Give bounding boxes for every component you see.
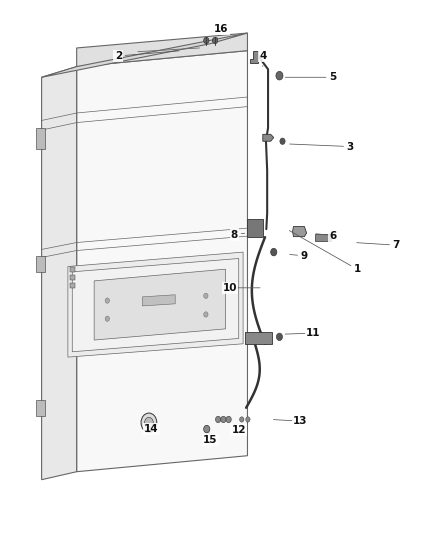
FancyBboxPatch shape [70,283,75,288]
Circle shape [246,417,250,422]
Circle shape [145,417,153,428]
Text: 7: 7 [393,240,400,250]
Polygon shape [77,33,247,67]
Circle shape [276,71,283,80]
Text: 8: 8 [231,230,238,239]
Text: 6: 6 [329,231,336,240]
Text: 10: 10 [223,283,237,293]
Circle shape [226,416,231,423]
FancyBboxPatch shape [36,400,45,416]
Text: 4: 4 [259,51,266,61]
Circle shape [280,138,285,144]
Circle shape [276,333,283,341]
Text: 12: 12 [231,425,246,435]
FancyBboxPatch shape [70,275,75,280]
Circle shape [271,248,277,256]
Polygon shape [293,227,307,237]
Polygon shape [68,252,243,357]
Circle shape [204,37,209,44]
Text: 9: 9 [301,251,308,261]
Text: 1: 1 [353,264,360,274]
Polygon shape [94,269,226,340]
Polygon shape [250,51,258,63]
Text: 2: 2 [115,51,122,61]
Circle shape [105,298,110,303]
FancyBboxPatch shape [36,128,45,149]
Polygon shape [263,134,274,141]
Text: 15: 15 [203,435,218,445]
Polygon shape [245,332,272,344]
Text: 16: 16 [214,25,229,34]
Text: 11: 11 [306,328,321,338]
Polygon shape [72,259,239,352]
Circle shape [105,316,110,321]
Text: 5: 5 [329,72,336,82]
Text: 14: 14 [144,424,159,434]
Polygon shape [42,67,77,480]
Polygon shape [77,51,247,472]
Circle shape [204,312,208,317]
Polygon shape [142,295,175,306]
Circle shape [240,417,244,422]
FancyBboxPatch shape [315,234,331,241]
Circle shape [141,413,157,432]
FancyBboxPatch shape [36,256,45,272]
Circle shape [215,416,221,423]
Polygon shape [42,33,247,77]
Circle shape [212,37,218,44]
Circle shape [221,416,226,423]
Polygon shape [247,219,263,237]
Circle shape [204,425,210,433]
FancyBboxPatch shape [70,267,75,272]
Text: 3: 3 [347,142,354,151]
Circle shape [204,293,208,298]
Text: 13: 13 [293,416,307,426]
